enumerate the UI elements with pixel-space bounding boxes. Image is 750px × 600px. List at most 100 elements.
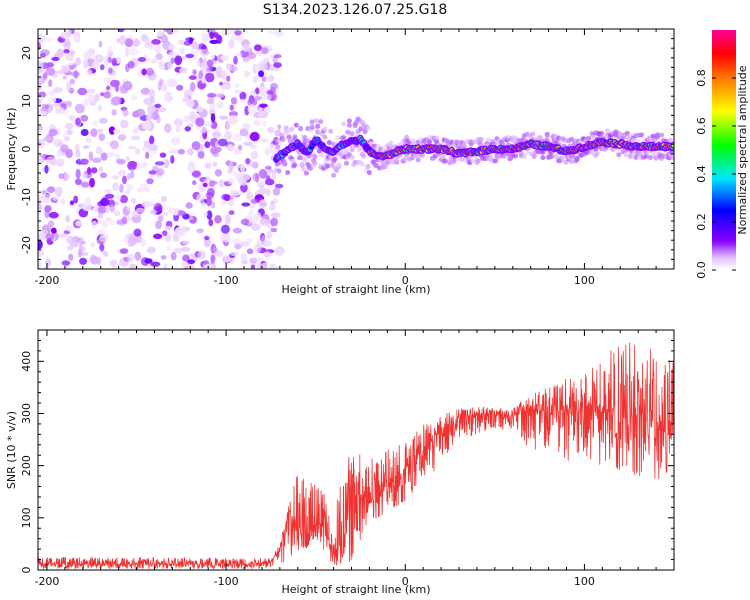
spectrogram-noise-cell [133, 38, 140, 48]
y-tick-label: 10 [20, 94, 33, 108]
spectrogram-noise-cell [107, 45, 113, 55]
spectrogram-noise-cell [171, 136, 181, 146]
spectrogram-halo-cell [345, 129, 351, 135]
spectrogram-noise-cell [172, 29, 179, 33]
spectrogram-noise-cell [126, 173, 132, 180]
spectrogram-noise-cell [201, 76, 206, 84]
spectrogram-halo-cell [313, 118, 319, 124]
spectrogram-noise-cell [220, 54, 229, 62]
spectrogram-noise-cell [228, 161, 234, 171]
spectrogram-halo-cell [404, 134, 410, 140]
spectrogram-halo-cell [325, 163, 331, 169]
spectrogram-noise-cell [209, 39, 219, 45]
spectrogram-y-label: Frequency (Hz) [5, 108, 18, 191]
spectrogram-noise-cell [38, 156, 43, 164]
spectrogram-noise-cell [38, 125, 43, 131]
spectrogram-halo-cell [586, 135, 592, 141]
spectrogram-noise-cell [215, 66, 223, 76]
spectrogram-noise-cell [96, 128, 104, 134]
spectrogram-noise-cell [80, 128, 89, 137]
spectrogram-noise-cell [128, 48, 139, 56]
spectrogram-noise-cell [173, 247, 183, 254]
spectrogram-noise-cell [158, 63, 166, 71]
spectrogram-noise-cell [271, 170, 277, 180]
spectrogram-halo-cell [312, 154, 318, 160]
spectrogram-noise-cell [103, 91, 111, 99]
spectrogram-noise-cell [133, 228, 142, 237]
spectrogram-noise-cell [226, 75, 231, 82]
spectrogram-noise-cell [255, 87, 260, 95]
spectrogram-halo-cell [309, 119, 315, 125]
spectrogram-noise-cell [202, 182, 208, 188]
spectrogram-noise-cell [160, 195, 167, 203]
spectrogram-noise-cell [110, 140, 119, 150]
spectrogram-halo-cell [346, 118, 352, 124]
spectrogram-noise-cell [89, 177, 95, 188]
spectrogram-noise-cell [149, 209, 157, 215]
spectrogram-noise-cell [216, 101, 224, 109]
spectrogram-noise-cell [148, 88, 155, 99]
spectrogram-noise-cell [143, 97, 153, 106]
spectrogram-noise-cell [75, 57, 81, 66]
spectrogram-noise-cell [53, 87, 63, 93]
spectrogram-noise-cell [119, 35, 126, 45]
spectrogram-noise-cell [277, 124, 282, 130]
spectrogram-halo-cell [298, 126, 304, 132]
spectrogram-noise-cell [162, 230, 168, 237]
spectrogram-noise-cell [175, 125, 181, 133]
spectrogram-noise-cell [180, 247, 191, 252]
colorbar-tick-label: 0.0 [695, 261, 708, 279]
spectrogram-noise-cell [44, 164, 49, 174]
spectrogram-noise-cell [142, 121, 152, 131]
spectrogram-noise-cell [83, 145, 90, 149]
spectrogram-noise-cell [266, 90, 273, 95]
spectrogram-noise-cell [195, 117, 205, 127]
spectrogram-noise-cell [227, 144, 234, 152]
spectrogram-noise-cell [92, 60, 100, 69]
spectrogram-noise-cell [46, 62, 55, 68]
spectrogram-noise-cell [243, 141, 254, 146]
colorbar-ticks: 0.0 0.2 0.4 0.6 0.8 [695, 69, 736, 279]
spectrogram-noise-cell [100, 152, 108, 161]
spectrogram-noise-cell [170, 57, 175, 64]
spectrogram-halo-cell [349, 131, 355, 137]
spectrogram-halo-cell [336, 162, 342, 168]
spectrogram-noise-cell [173, 211, 179, 216]
spectrogram-noise-cell [104, 193, 115, 199]
spectrogram-halo-cell [349, 147, 355, 153]
spectrogram-noise-cell [164, 225, 171, 230]
spectrogram-noise-cell [63, 49, 70, 54]
spectrogram-noise-cell [198, 70, 203, 80]
spectrogram-noise-cell [97, 104, 103, 112]
spectrogram-noise-cell [99, 172, 108, 179]
spectrogram-noise-cell [250, 198, 259, 204]
spectrogram-noise-cell [130, 29, 138, 32]
y-tick-label: 200 [20, 455, 33, 476]
spectrogram-noise-cell [270, 212, 281, 218]
spectrogram-noise-cell [225, 214, 232, 225]
spectrogram-noise-cell [146, 178, 154, 185]
spectrogram-noise-cell [80, 158, 89, 165]
spectrogram-noise-cell [148, 173, 155, 179]
spectrogram-halo-cell [292, 134, 298, 140]
spectrogram-noise-cell [150, 58, 157, 64]
spectrogram-noise-cell [229, 189, 240, 197]
spectrogram-halo-cell [365, 125, 371, 131]
spectrogram-noise-cell [106, 85, 111, 91]
spectrogram-noise-cell [88, 151, 94, 161]
y-tick-label: 0 [20, 146, 33, 153]
spectrogram-noise-cell [150, 113, 159, 120]
spectrogram-noise-cell [83, 98, 90, 107]
spectrogram-noise-cell [183, 115, 191, 123]
spectrogram-noise-cell [41, 189, 47, 195]
spectrogram-noise-cell [100, 92, 105, 97]
spectrogram-noise-cell [159, 152, 167, 158]
spectrogram-noise-cell [247, 104, 257, 115]
spectrogram-noise-cell [168, 43, 175, 51]
spectrogram-noise-cell [208, 219, 214, 227]
spectrogram-noise-cell [38, 99, 42, 107]
spectrogram-noise-cell [75, 220, 82, 227]
spectrogram-halo-cell [461, 142, 467, 147]
spectrogram-noise-cell [210, 146, 219, 155]
spectrogram-noise-cell [253, 44, 262, 52]
